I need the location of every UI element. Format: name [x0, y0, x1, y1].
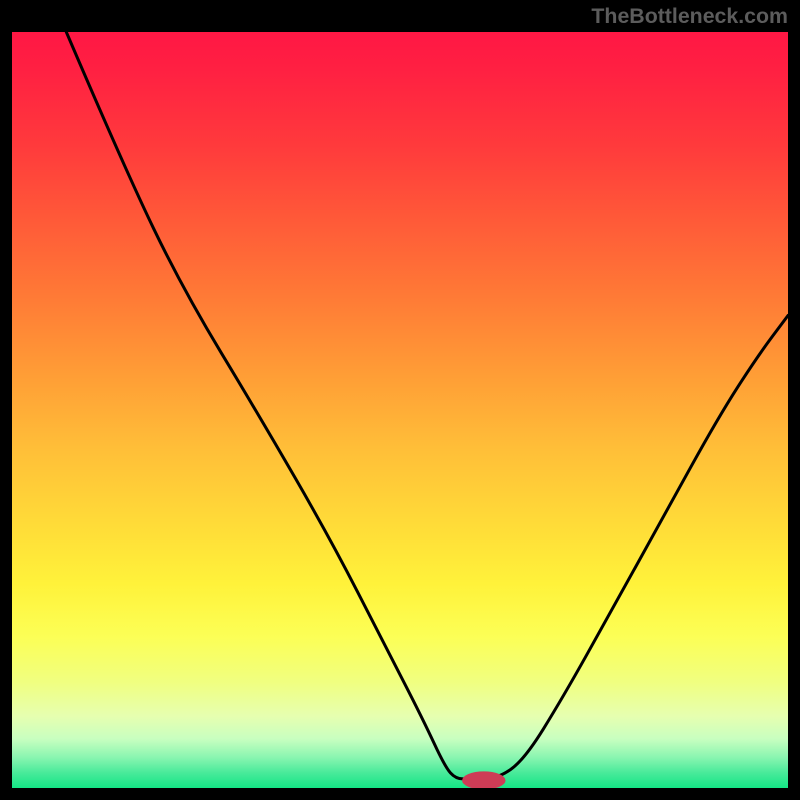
chart-frame: TheBottleneck.com [0, 0, 800, 800]
plot-svg [12, 32, 788, 788]
watermark-text: TheBottleneck.com [591, 4, 788, 29]
plot-area [12, 32, 788, 788]
